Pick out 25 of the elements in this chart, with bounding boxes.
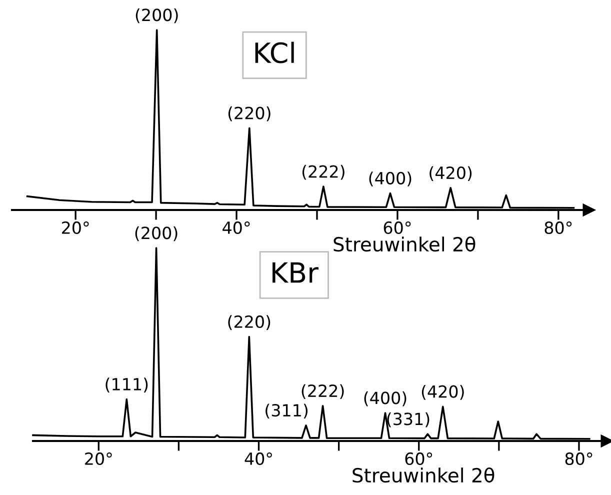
annotation: (220) xyxy=(228,315,270,330)
annotation: (400) xyxy=(369,172,412,186)
x-tick-label: 40° xyxy=(244,452,272,466)
x-axis-title: Streuwinkel 2θ xyxy=(334,236,476,252)
annotation: (200) xyxy=(135,226,178,242)
annotation: (222) xyxy=(302,164,344,180)
annotation: (111) xyxy=(106,378,148,392)
annotation: (331) xyxy=(387,412,430,428)
x-tick-label: 40° xyxy=(222,221,250,234)
annotation: (222) xyxy=(302,384,344,400)
x-axis-title: Streuwinkel 2θ xyxy=(352,467,494,483)
x-tick-label: 60° xyxy=(384,221,411,234)
annotation: (311) xyxy=(266,404,308,419)
x-tick-label: 20° xyxy=(62,221,89,234)
annotation: (400) xyxy=(364,391,406,406)
annotation: (420) xyxy=(430,166,472,182)
chart-title: KBr xyxy=(272,262,319,283)
x-tick-label: 80° xyxy=(544,221,572,234)
chart-title: KCl xyxy=(255,42,294,64)
x-tick-label: 80° xyxy=(565,452,592,466)
x-tick-label: 60° xyxy=(405,452,432,466)
annotation: (420) xyxy=(422,384,464,400)
annotation: (200) xyxy=(136,8,178,24)
x-tick-label: 20° xyxy=(85,452,112,466)
annotation: (220) xyxy=(228,106,270,122)
